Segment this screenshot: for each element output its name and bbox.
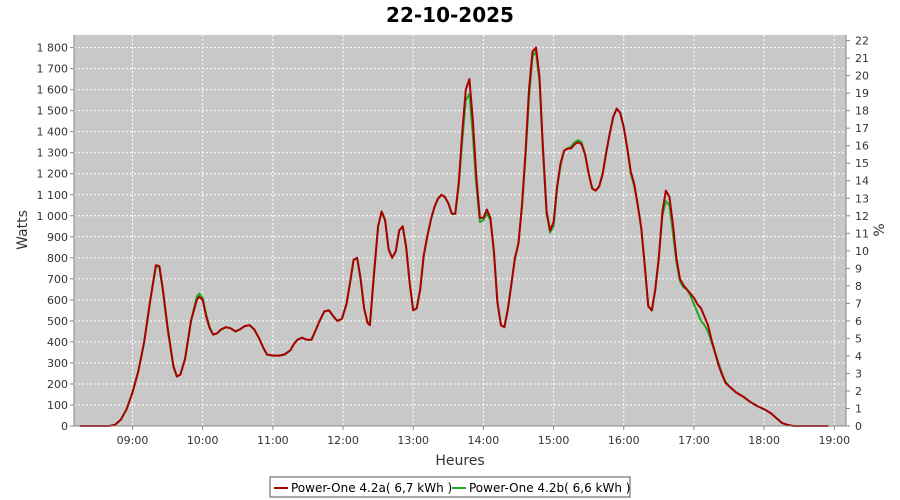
y2-tick-label: 21 (855, 52, 869, 65)
y2-tick-label: 6 (855, 315, 862, 328)
y-tick-label: 700 (47, 273, 68, 286)
y2-tick-label: 15 (855, 157, 869, 170)
y2-tick-label: 16 (855, 140, 869, 153)
y2-tick-label: 9 (855, 262, 862, 275)
legend-box (269, 476, 631, 498)
legend-label-a: Power-One 4.2a( 6,7 kWh ) (291, 481, 452, 495)
y2-tick-label: 17 (855, 122, 869, 135)
y-tick-label: 100 (47, 399, 68, 412)
y2-tick-label: 20 (855, 70, 869, 83)
legend-label-b: Power-One 4.2b( 6,6 kWh ) (469, 481, 630, 495)
chart-title: 22-10-2025 (386, 3, 514, 27)
y2-tick-label: 18 (855, 105, 869, 118)
y2-tick-label: 8 (855, 280, 862, 293)
y2-tick-label: 11 (855, 227, 869, 240)
x-tick-label: 19:00 (818, 434, 850, 447)
y2-tick-label: 19 (855, 87, 869, 100)
y-tick-label: 900 (47, 231, 68, 244)
y-tick-label: 1 400 (37, 126, 69, 139)
y-tick-label: 1 200 (37, 168, 69, 181)
y-tick-label: 500 (47, 315, 68, 328)
x-tick-label: 17:00 (678, 434, 710, 447)
y-tick-label: 1 100 (37, 189, 69, 202)
y-axis-ticks: 0 100 200 300 400 500 600 700 800 900 1 000 1 100 1 … (37, 42, 74, 433)
y2-tick-label: 7 (855, 297, 862, 310)
y2-tick-label: 5 (855, 332, 862, 345)
y-tick-label: 1 000 (37, 210, 69, 223)
y-tick-label: 1 800 (37, 42, 69, 55)
x-tick-label: 14:00 (468, 434, 500, 447)
x-tick-label: 15:00 (538, 434, 570, 447)
x-tick-label: 18:00 (748, 434, 780, 447)
y2-tick-label: 13 (855, 192, 869, 205)
x-axis-ticks: 09:00 10:00 11:00 12:00 13:00 14:00 15:00 16:00… (117, 426, 850, 447)
y-tick-label: 200 (47, 378, 68, 391)
y-tick-label: 800 (47, 252, 68, 265)
legend: Power-One 4.2a( 6,7 kWh ) Power-One 4.2b… (269, 476, 631, 498)
x-tick-label: 13:00 (397, 434, 429, 447)
y-tick-label: 1 700 (37, 63, 69, 76)
x-tick-label: 09:00 (117, 434, 149, 447)
y2-tick-label: 0 (855, 420, 862, 433)
y-tick-label: 400 (47, 336, 68, 349)
y-tick-label: 600 (47, 294, 68, 307)
x-axis-title: Heures (435, 453, 484, 469)
y2-axis-title: % (872, 223, 888, 236)
series-line-a (79, 46, 829, 427)
plot-area (74, 35, 846, 426)
y-tick-label: 1 600 (37, 84, 69, 97)
y2-tick-label: 12 (855, 210, 869, 223)
y-tick-label: 0 (61, 420, 68, 433)
y2-tick-label: 1 (855, 402, 862, 415)
y2-tick-label: 22 (855, 35, 869, 48)
y-tick-label: 300 (47, 357, 68, 370)
y-tick-label: 1 300 (37, 147, 69, 160)
grid-lines (74, 35, 846, 426)
y-tick-label: 1 500 (37, 105, 69, 118)
y2-tick-label: 2 (855, 385, 862, 398)
series-lines (79, 46, 829, 427)
y2-tick-label: 10 (855, 245, 869, 258)
x-tick-label: 16:00 (608, 434, 640, 447)
x-tick-label: 10:00 (187, 434, 219, 447)
x-tick-label: 12:00 (327, 434, 359, 447)
y-axis-title: Watts (15, 210, 31, 250)
x-tick-label: 11:00 (257, 434, 289, 447)
y2-tick-label: 4 (855, 350, 862, 363)
y2-tick-label: 3 (855, 367, 862, 380)
y2-tick-label: 14 (855, 175, 869, 188)
